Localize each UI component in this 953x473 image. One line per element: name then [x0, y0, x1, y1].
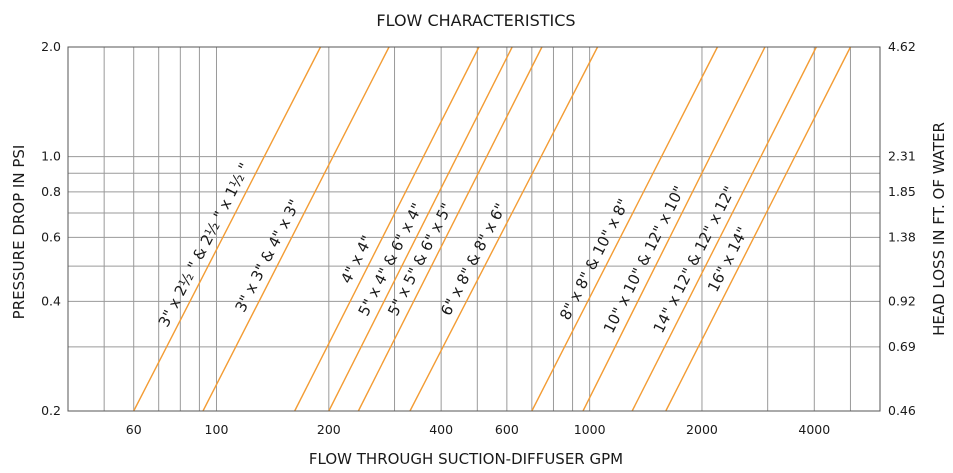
plot-frame — [67, 46, 881, 412]
x-tick-label: 600 — [495, 422, 519, 437]
series-line — [631, 46, 817, 412]
series-line — [665, 46, 852, 412]
y-tick-label-left: 2.0 — [41, 39, 61, 54]
series-line — [357, 46, 543, 412]
series-line — [294, 46, 480, 412]
x-tick-label: 200 — [317, 422, 341, 437]
x-tick-label: 400 — [429, 422, 453, 437]
y-tick-label-left: 1.0 — [41, 149, 61, 164]
series-line — [409, 46, 599, 412]
y-tick-label-left: 0.6 — [41, 229, 61, 244]
y-tick-label-right: 2.31 — [888, 149, 916, 164]
series-label: 3" x 3" & 4" x 3" — [231, 197, 303, 315]
series-line — [582, 46, 766, 412]
x-tick-label: 60 — [126, 422, 142, 437]
y-tick-labels-left: 0.2 0.4 0.6 0.8 1.0 2.0 — [41, 39, 61, 418]
x-tick-label: 2000 — [686, 422, 718, 437]
x-axis-title: FLOW THROUGH SUCTION-DIFFUSER GPM — [309, 450, 623, 468]
y-tick-label-right: 4.62 — [888, 39, 916, 54]
y-tick-label-right: 1.38 — [888, 229, 916, 244]
y-tick-label-right: 1.85 — [888, 184, 916, 199]
x-tick-label: 100 — [205, 422, 229, 437]
series-line — [133, 46, 322, 412]
y-tick-label-left: 0.4 — [41, 293, 61, 308]
y-axis-title-left: PRESSURE DROP IN PSI — [10, 145, 28, 320]
y-tick-label-right: 0.92 — [888, 293, 916, 308]
series-line — [202, 46, 390, 412]
y-tick-label-right: 0.46 — [888, 403, 916, 418]
y-tick-label-left: 0.2 — [41, 403, 61, 418]
series-labels: 3" x 2½ " & 2½ " x 1½ "3" x 3" & 4" x 3"… — [155, 160, 752, 336]
x-tick-label: 4000 — [798, 422, 830, 437]
x-tick-labels: 60 100 200 400 600 1000 2000 4000 — [126, 422, 830, 437]
chart-title: FLOW CHARACTERISTICS — [376, 11, 575, 30]
series-lines — [133, 46, 852, 412]
x-tick-label: 1000 — [574, 422, 606, 437]
y-tick-label-left: 0.8 — [41, 184, 61, 199]
y-tick-label-right: 0.69 — [888, 339, 916, 354]
y-axis-title-right: HEAD LOSS IN FT. OF WATER — [930, 122, 948, 336]
series-line — [531, 46, 719, 412]
series-line — [328, 46, 513, 412]
y-tick-labels-right: 0.46 0.69 0.92 1.38 1.85 2.31 4.62 — [888, 39, 916, 418]
